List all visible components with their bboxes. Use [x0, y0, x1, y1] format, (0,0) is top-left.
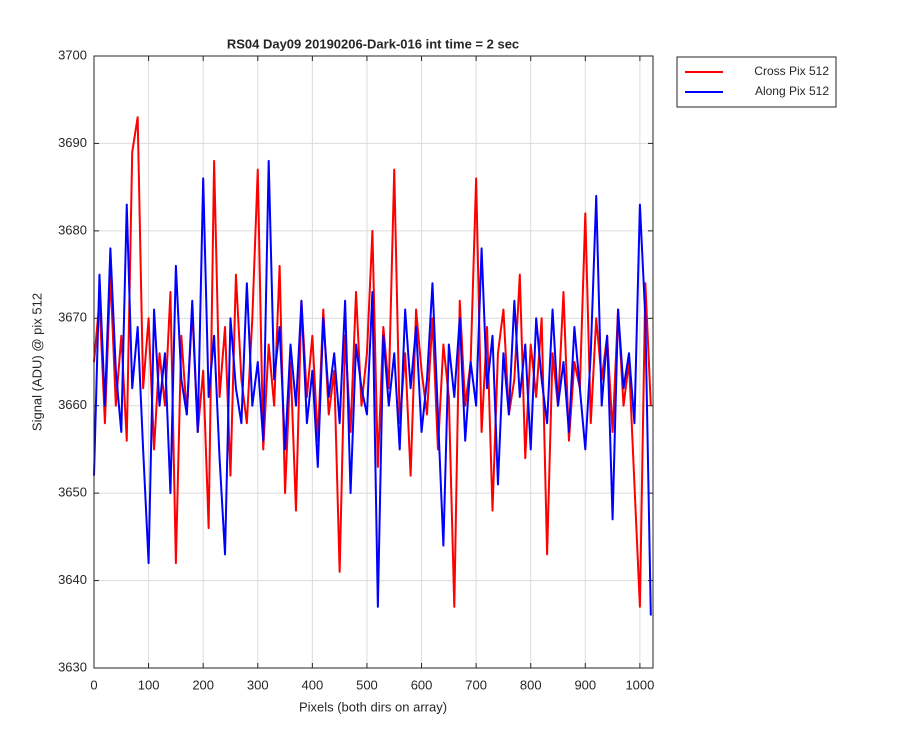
- x-tick-label: 1000: [625, 677, 654, 692]
- y-tick-label: 3690: [58, 135, 87, 150]
- x-tick-label: 200: [192, 677, 214, 692]
- x-tick-label: 0: [90, 677, 97, 692]
- y-tick-label: 3650: [58, 485, 87, 500]
- plot-frame: [93, 55, 654, 669]
- x-tick-label: 800: [520, 677, 542, 692]
- y-tick-label: 3660: [58, 397, 87, 412]
- chart-title: RS04 Day09 20190206-Dark-016 int time = …: [227, 36, 519, 51]
- x-axis-label: Pixels (both dirs on array): [299, 699, 447, 714]
- x-tick-label: 400: [302, 677, 324, 692]
- y-axis-label: Signal (ADU) @ pix 512: [29, 293, 44, 431]
- legend-label: Along Pix 512: [755, 84, 829, 98]
- y-tick-label: 3640: [58, 572, 87, 587]
- x-tick-label: 500: [356, 677, 378, 692]
- x-tick-label: 100: [138, 677, 160, 692]
- y-tick-label: 3670: [58, 310, 87, 325]
- x-tick-label: 900: [574, 677, 596, 692]
- x-tick-label: 600: [411, 677, 433, 692]
- legend-box: [676, 56, 837, 108]
- x-tick-label: 300: [247, 677, 269, 692]
- y-tick-label: 3630: [58, 659, 87, 674]
- y-tick-label: 3680: [58, 222, 87, 237]
- x-tick-label: 700: [465, 677, 487, 692]
- data-line: [93, 159, 652, 616]
- y-tick-label: 3700: [58, 47, 87, 62]
- legend-label: Cross Pix 512: [754, 64, 829, 78]
